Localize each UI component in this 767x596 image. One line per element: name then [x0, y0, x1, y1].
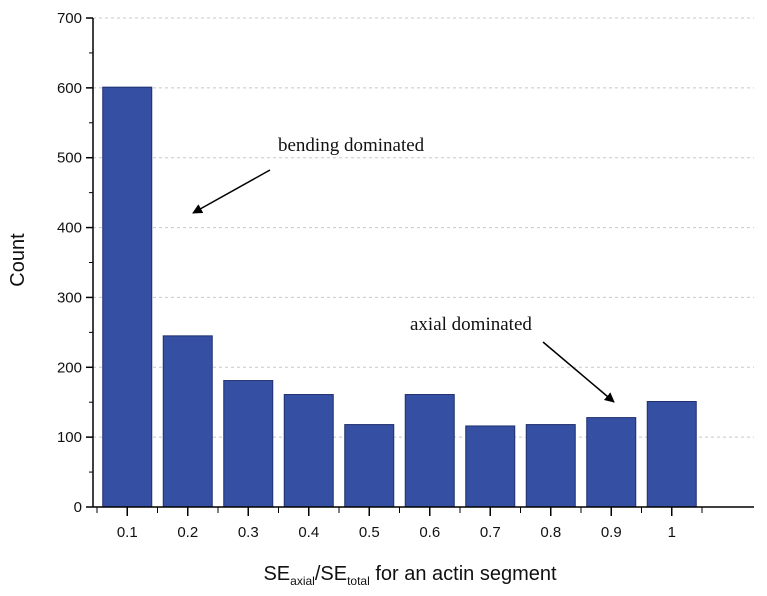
y-tick-label: 200	[57, 359, 82, 376]
bar-0.9	[586, 417, 637, 508]
annotation-bending-dominated: bending dominated	[278, 135, 425, 156]
y-ticks: 0 100 200 300 400 500 600 700	[57, 10, 93, 516]
x-tick-label: 0.2	[177, 524, 198, 541]
y-tick-label: 600	[57, 80, 82, 97]
x-tick-label: 0.4	[298, 524, 319, 541]
bar-0.2	[162, 335, 213, 508]
x-tick-label: 1	[668, 524, 676, 541]
annotation-arrow-axial	[542, 341, 615, 403]
x-tick-label: 0.1	[117, 524, 138, 541]
bar-0.1	[102, 86, 153, 508]
x-tick-label: 0.3	[238, 524, 259, 541]
annotation-axial-dominated: axial dominated	[410, 314, 532, 335]
x-ticks: 0.1 0.2 0.3 0.4 0.5 0.6 0.7 0.8 0.9 1	[96, 507, 703, 541]
x-tick-label: 0.8	[540, 524, 561, 541]
bar-0.4	[283, 394, 334, 508]
x-axis-title: SEaxial/SEtotal for an actin segment	[263, 563, 557, 588]
y-tick-label: 500	[57, 150, 82, 167]
y-tick-label: 300	[57, 289, 82, 306]
x-tick-label: 0.7	[480, 524, 501, 541]
x-tick-label: 0.6	[419, 524, 440, 541]
y-tick-label: 100	[57, 429, 82, 446]
bar-0.5	[344, 424, 395, 508]
bar-0.6	[404, 394, 455, 508]
bar-0.3	[223, 380, 274, 508]
y-axis-title: Count	[7, 233, 29, 287]
x-tick-label: 0.9	[601, 524, 622, 541]
bar-1	[646, 401, 697, 508]
x-tick-label: 0.5	[359, 524, 380, 541]
y-tick-label: 700	[57, 10, 82, 27]
bar-0.8	[525, 424, 576, 508]
bars-group	[102, 86, 697, 508]
annotation-arrow-bending	[192, 169, 271, 214]
y-tick-label: 400	[57, 220, 82, 237]
y-tick-label: 0	[74, 499, 82, 516]
bar-0.7	[465, 425, 516, 508]
